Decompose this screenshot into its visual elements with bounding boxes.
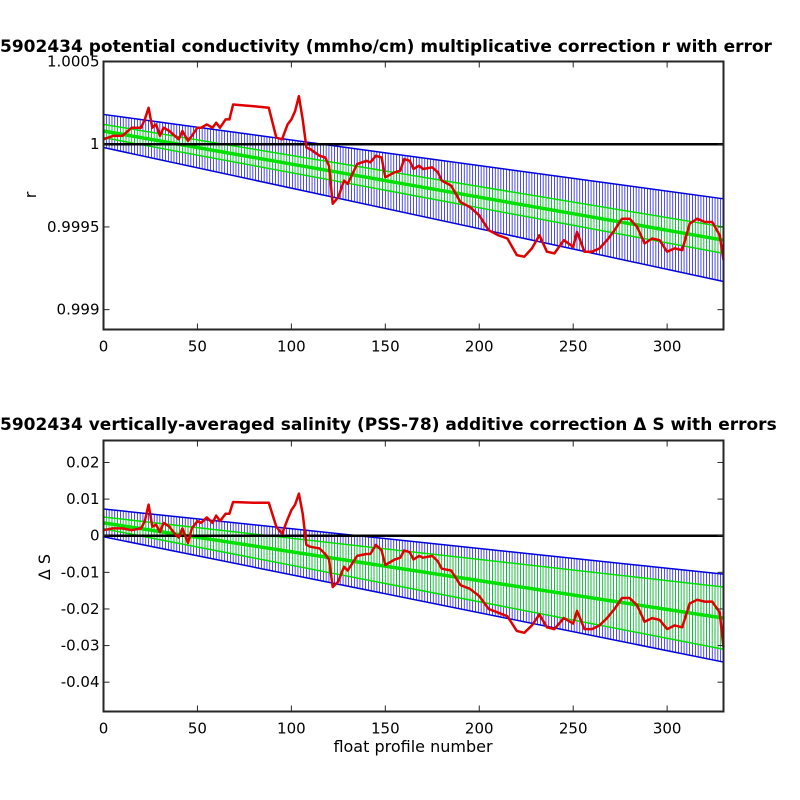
y-tick-label: 0.01: [66, 490, 99, 508]
lower-fit-bound-line: [103, 136, 724, 255]
upper-fit-bound-line: [103, 123, 724, 228]
x-tick-label: 300: [653, 720, 682, 738]
y-tick-label: 0.999: [57, 301, 100, 319]
x-tick-label: 0: [99, 720, 109, 738]
axis-ticks: 0 50 100 150 200 250 300 0.999 0.9995 1 1.0005: [47, 53, 724, 356]
axis-ticks: 0 50 100 150 200 250 300 -0.04 -0.03 -0.02 -0.01 0 0…: [61, 440, 724, 738]
x-tick-label: 100: [277, 338, 306, 356]
x-tick-label: 200: [465, 338, 494, 356]
conductivity-correction-panel: 5902434 potential conductivity (mmho/cm)…: [0, 37, 773, 356]
y-tick-label: -0.01: [61, 563, 100, 581]
y-tick-label: 0.9995: [47, 218, 100, 236]
y-tick-label: 1: [90, 135, 100, 153]
y-tick-label: 0.02: [66, 453, 99, 471]
chart-title: 5902434 potential conductivity (mmho/cm)…: [0, 37, 773, 57]
x-tick-label: 100: [277, 720, 306, 738]
y-axis-label: r: [21, 191, 40, 198]
x-tick-label: 50: [188, 720, 207, 738]
lower-envelope-line: [103, 536, 724, 663]
y-tick-label: -0.04: [61, 673, 100, 691]
x-tick-label: 250: [559, 338, 588, 356]
plot-marks: [103, 94, 725, 283]
y-tick-label: 1.0005: [47, 53, 100, 71]
data-series-line: [103, 492, 725, 648]
x-tick-label: 250: [559, 720, 588, 738]
y-tick-label: 0: [90, 527, 100, 545]
salinity-correction-panel: 5902434 vertically-averaged salinity (PS…: [0, 415, 777, 756]
plot-marks: [103, 492, 725, 663]
upper-fit-bound-line: [103, 516, 724, 588]
x-tick-label: 200: [465, 720, 494, 738]
axes-box: [102, 60, 725, 331]
chart-title: 5902434 vertically-averaged salinity (PS…: [0, 415, 777, 435]
x-tick-label: 150: [371, 720, 400, 738]
upper-envelope-line: [103, 113, 724, 200]
x-tick-label: 0: [99, 338, 109, 356]
lower-fit-bound-line: [103, 528, 724, 650]
x-tick-label: 300: [653, 338, 682, 356]
data-series-line: [103, 94, 725, 261]
x-axis-label: float profile number: [333, 737, 493, 756]
upper-envelope-line: [103, 508, 724, 575]
lower-envelope-line: [103, 146, 724, 283]
x-tick-label: 50: [188, 338, 207, 356]
x-tick-label: 150: [371, 338, 400, 356]
y-axis-label: Δ S: [35, 554, 54, 580]
axes-box: [102, 439, 725, 713]
y-tick-label: -0.03: [61, 637, 100, 655]
y-tick-label: -0.02: [61, 600, 100, 618]
